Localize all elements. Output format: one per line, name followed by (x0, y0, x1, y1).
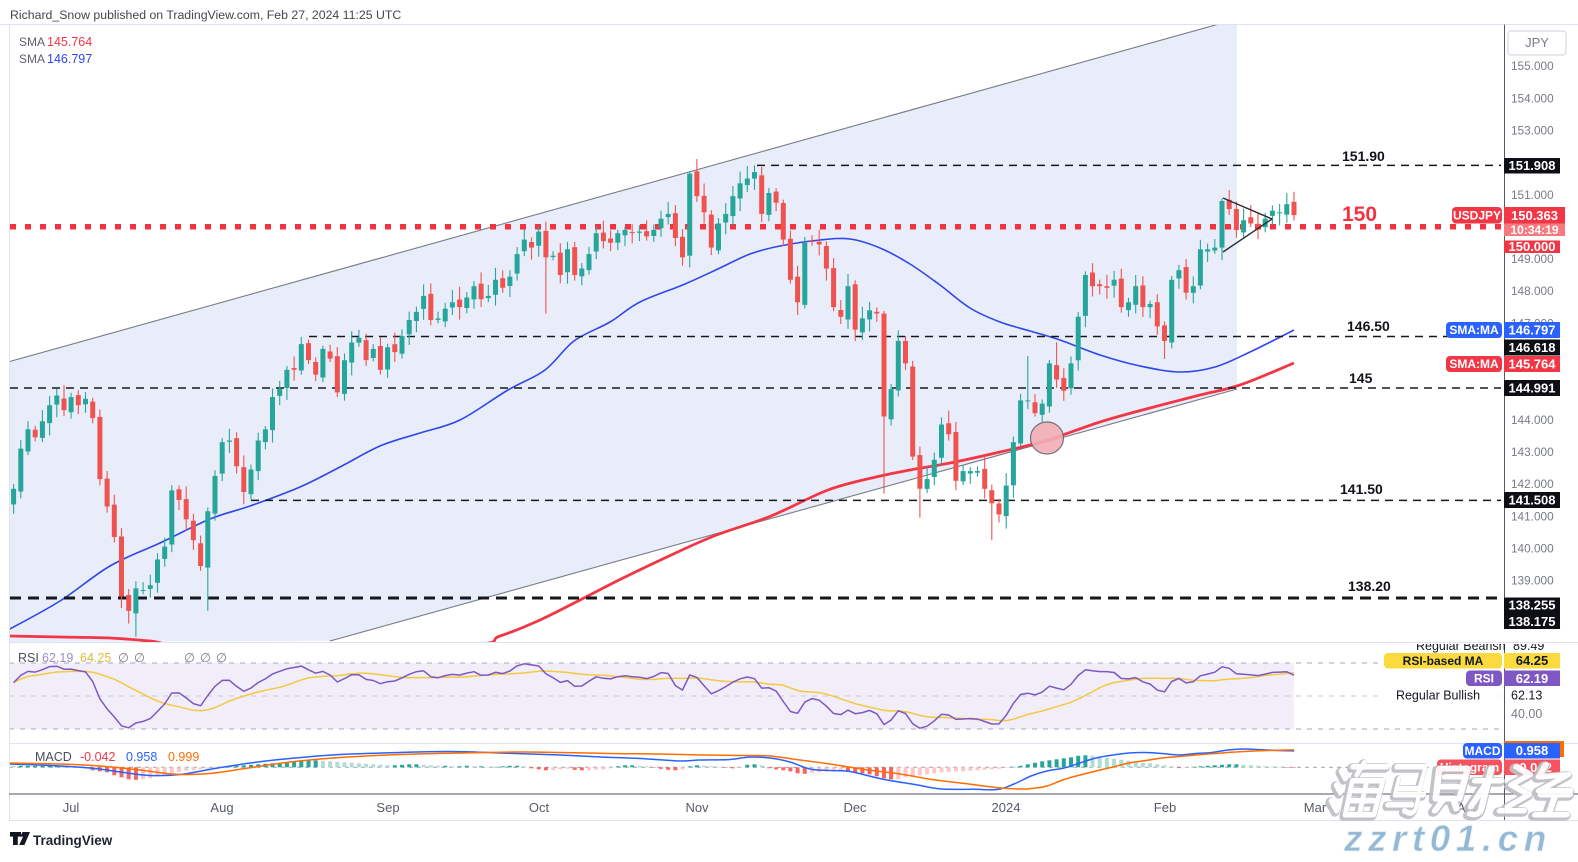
svg-text:151.000: 151.000 (1511, 188, 1554, 202)
svg-text:149.000: 149.000 (1511, 252, 1554, 266)
svg-text:64.25: 64.25 (80, 651, 111, 665)
svg-text:40.00: 40.00 (1511, 707, 1542, 721)
svg-text:zzrt01.cn: zzrt01.cn (1343, 818, 1552, 857)
svg-text:141.000: 141.000 (1511, 509, 1554, 523)
svg-text:151.908: 151.908 (1509, 158, 1556, 173)
svg-text:TradingView: TradingView (33, 833, 113, 848)
svg-text:150.363: 150.363 (1511, 208, 1558, 223)
svg-text:∅: ∅ (134, 651, 145, 665)
svg-text:RSI: RSI (18, 651, 39, 665)
svg-text:Nov: Nov (685, 800, 709, 815)
svg-text:145.764: 145.764 (1509, 357, 1557, 372)
svg-text:155.000: 155.000 (1511, 59, 1554, 73)
svg-text:Richard_Snow published on Trad: Richard_Snow published on TradingView.co… (10, 8, 401, 22)
svg-text:141.50: 141.50 (1340, 481, 1383, 497)
svg-text:∅: ∅ (118, 651, 129, 665)
svg-text:SMA:MA: SMA:MA (1449, 323, 1499, 337)
svg-text:Mar: Mar (1304, 800, 1327, 815)
svg-text:2024: 2024 (992, 800, 1021, 815)
svg-text:Aug: Aug (210, 800, 233, 815)
svg-text:SMA: SMA (19, 52, 45, 66)
svg-text:Oct: Oct (529, 800, 550, 815)
svg-text:62.19: 62.19 (42, 651, 73, 665)
svg-text:RSI: RSI (1474, 672, 1494, 686)
svg-text:144.991: 144.991 (1509, 381, 1556, 396)
svg-text:Sep: Sep (376, 800, 399, 815)
svg-text:154.000: 154.000 (1511, 91, 1554, 105)
svg-text:140.000: 140.000 (1511, 542, 1554, 556)
svg-text:SMA: SMA (19, 35, 45, 49)
svg-text:148.000: 148.000 (1511, 284, 1554, 298)
svg-text:Regular Bullish: Regular Bullish (1396, 689, 1480, 703)
svg-text:∅: ∅ (184, 651, 195, 665)
svg-text:146.797: 146.797 (1509, 323, 1556, 338)
svg-text:0.958: 0.958 (1516, 743, 1549, 758)
svg-text:USDJPY: USDJPY (1453, 208, 1501, 222)
svg-text:JPY: JPY (1525, 35, 1549, 50)
svg-text:MACD: MACD (35, 750, 72, 764)
svg-text:0.999: 0.999 (168, 750, 199, 764)
svg-text:62.13: 62.13 (1511, 689, 1542, 703)
svg-text:146.797: 146.797 (47, 52, 92, 66)
svg-text:143.000: 143.000 (1511, 445, 1554, 459)
svg-text:10:34:19: 10:34:19 (1510, 223, 1558, 237)
svg-text:Feb: Feb (1154, 800, 1176, 815)
svg-text:138.175: 138.175 (1509, 614, 1556, 629)
svg-text:138.20: 138.20 (1348, 578, 1391, 594)
svg-text:MACD: MACD (1465, 744, 1501, 758)
svg-text:-0.042: -0.042 (80, 750, 115, 764)
svg-text:144.000: 144.000 (1511, 413, 1554, 427)
svg-text:141.508: 141.508 (1509, 493, 1556, 508)
svg-text:142.000: 142.000 (1511, 477, 1554, 491)
svg-text:64.25: 64.25 (1516, 653, 1549, 668)
svg-text:0.958: 0.958 (126, 750, 157, 764)
svg-text:146.618: 146.618 (1509, 340, 1556, 355)
svg-text:Dec: Dec (843, 800, 867, 815)
svg-text:∅: ∅ (200, 651, 211, 665)
svg-text:∅: ∅ (216, 651, 227, 665)
svg-text:SMA:MA: SMA:MA (1449, 357, 1499, 371)
svg-text:RSI-based MA: RSI-based MA (1403, 654, 1484, 668)
svg-text:62.19: 62.19 (1516, 671, 1549, 686)
svg-text:151.90: 151.90 (1342, 148, 1385, 164)
svg-text:Jul: Jul (63, 800, 80, 815)
svg-text:153.000: 153.000 (1511, 124, 1554, 138)
svg-text:139.000: 139.000 (1511, 574, 1554, 588)
svg-text:145: 145 (1349, 370, 1373, 386)
svg-text:150.000: 150.000 (1509, 239, 1556, 254)
svg-text:146.50: 146.50 (1347, 318, 1390, 334)
svg-text:138.255: 138.255 (1509, 598, 1556, 613)
svg-text:145.764: 145.764 (47, 35, 92, 49)
svg-text:150: 150 (1342, 203, 1377, 226)
